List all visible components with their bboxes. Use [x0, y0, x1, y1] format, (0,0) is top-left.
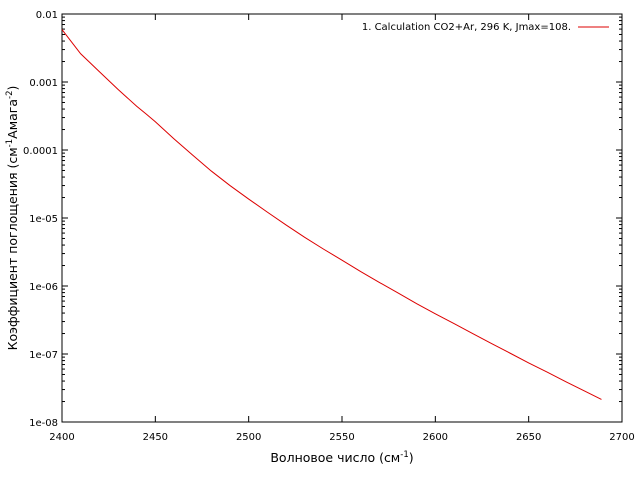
y-tick-label: 0.01 [36, 10, 58, 21]
y-tick-label: 0.0001 [23, 146, 58, 157]
legend-entry-label: 1. Calculation CO2+Ar, 296 K, Jmax=108. [362, 22, 571, 33]
x-tick-label: 2700 [609, 432, 634, 443]
x-axis-label: Волновое число (см-1) [270, 450, 413, 465]
x-tick-label: 2500 [236, 432, 261, 443]
y-tick-label: 1e-07 [29, 350, 58, 361]
y-tick-label: 1e-06 [29, 282, 58, 293]
y-tick-label: 1e-08 [29, 418, 58, 429]
x-tick-label: 2650 [516, 432, 541, 443]
y-axis-label: Коэффициент поглощения (см-1Амага-2) [5, 86, 20, 351]
series-line [61, 29, 602, 400]
y-axis-ticks: 1e-08 1e-07 1e-06 1e-05 0.0001 0.001 0.01 [23, 10, 622, 429]
legend: 1. Calculation CO2+Ar, 296 K, Jmax=108. [362, 22, 609, 33]
x-tick-label: 2400 [49, 432, 74, 443]
y-tick-label: 0.001 [29, 78, 58, 89]
x-tick-label: 2600 [423, 432, 448, 443]
y-tick-label: 1e-05 [29, 214, 58, 225]
plot-frame [61, 13, 623, 423]
x-tick-label: 2550 [329, 432, 354, 443]
x-axis-ticks: 2400 2450 2500 2550 2600 2650 2700 [49, 14, 635, 443]
series-layer [61, 29, 602, 400]
x-tick-label: 2450 [143, 432, 168, 443]
